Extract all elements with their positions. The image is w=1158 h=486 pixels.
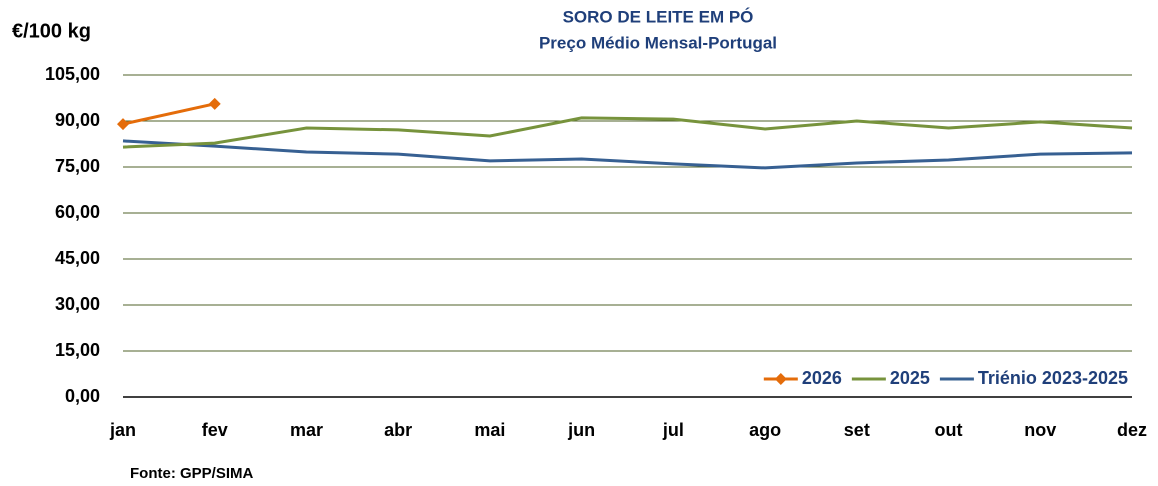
y-tick-label: 105,00 — [45, 64, 100, 84]
series-line — [122, 139, 1133, 170]
x-tick-label: fev — [202, 420, 228, 440]
y-tick-label: 30,00 — [55, 294, 100, 314]
x-tick-label: jul — [662, 420, 684, 440]
x-tick-label: dez — [1117, 420, 1147, 440]
x-tick-label: jun — [567, 420, 595, 440]
y-tick-label: 90,00 — [55, 110, 100, 130]
point-marker — [117, 118, 129, 131]
x-tick-label: ago — [749, 420, 781, 440]
chart-title: SORO DE LEITE EM PÓ — [563, 7, 754, 26]
x-tick-label: jan — [109, 420, 136, 440]
x-tick-label: nov — [1024, 420, 1056, 440]
series-line — [122, 102, 216, 126]
y-tick-label: 75,00 — [55, 156, 100, 176]
x-tick-label: set — [844, 420, 870, 440]
legend-marker — [774, 373, 787, 385]
x-tick-label: out — [935, 420, 963, 440]
x-tick-label: abr — [384, 420, 412, 440]
y-tick-label: 45,00 — [55, 248, 100, 268]
x-tick-label: mai — [474, 420, 505, 440]
series-line — [122, 116, 1133, 149]
y-tick-label: 0,00 — [65, 386, 100, 406]
legend-label: Triénio 2023-2025 — [978, 368, 1128, 388]
x-tick-label: mar — [290, 420, 323, 440]
legend-label: 2025 — [890, 368, 930, 388]
source-note: Fonte: GPP/SIMA — [130, 465, 254, 482]
y-tick-label: 15,00 — [55, 340, 100, 360]
y-axis-label: €/100 kg — [12, 20, 91, 42]
legend-label: 2026 — [802, 368, 842, 388]
y-tick-label: 60,00 — [55, 202, 100, 222]
point-marker — [208, 97, 221, 110]
chart-subtitle: Preço Médio Mensal-Portugal — [539, 33, 777, 52]
